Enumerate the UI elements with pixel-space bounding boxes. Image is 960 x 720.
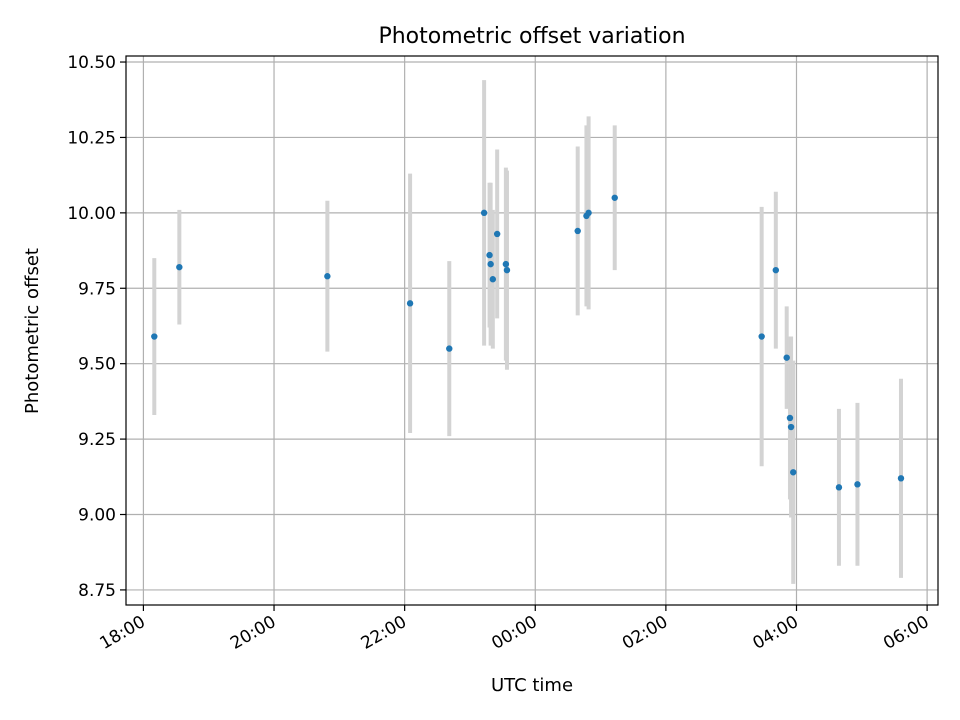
- data-point: [480, 209, 488, 217]
- data-point: [493, 230, 501, 238]
- data-point: [772, 266, 780, 274]
- data-point: [783, 354, 790, 361]
- y-tick-label: 9.00: [78, 506, 116, 526]
- data-point: [790, 469, 797, 476]
- data-point: [324, 273, 331, 280]
- data-point: [835, 484, 843, 491]
- y-tick-label: 10.00: [67, 204, 116, 224]
- data-point: [786, 414, 794, 422]
- data-points: [151, 194, 905, 491]
- data-point: [503, 266, 511, 274]
- y-axis-ticks: 8.75 9.00 9.25 9.50 9.75 10.00 10.25 10.50: [67, 53, 126, 601]
- y-axis-label: Photometric offset: [22, 248, 43, 414]
- data-point: [489, 276, 497, 283]
- data-point: [611, 194, 618, 201]
- chart-title: Photometric offset variation: [378, 24, 685, 49]
- data-point: [897, 475, 905, 482]
- data-point: [574, 227, 581, 235]
- y-tick-label: 10.25: [67, 128, 116, 148]
- data-point: [151, 333, 158, 340]
- data-point: [854, 481, 861, 488]
- y-tick-label: 9.50: [78, 355, 116, 375]
- grid-lines: [126, 56, 938, 605]
- data-point: [585, 209, 592, 217]
- data-point: [758, 333, 765, 340]
- data-point: [176, 263, 183, 271]
- data-point: [787, 423, 795, 431]
- plot-area-frame: [125, 55, 939, 606]
- y-tick-label: 9.75: [78, 279, 116, 299]
- data-point: [446, 345, 453, 352]
- x-axis-label: UTC time: [491, 675, 573, 696]
- y-tick-label: 10.50: [67, 53, 116, 73]
- y-tick-label: 8.75: [78, 581, 116, 601]
- data-point: [406, 300, 414, 307]
- data-point: [502, 260, 510, 268]
- y-tick-label: 9.25: [78, 430, 116, 450]
- data-point: [487, 260, 494, 268]
- data-point: [486, 251, 493, 259]
